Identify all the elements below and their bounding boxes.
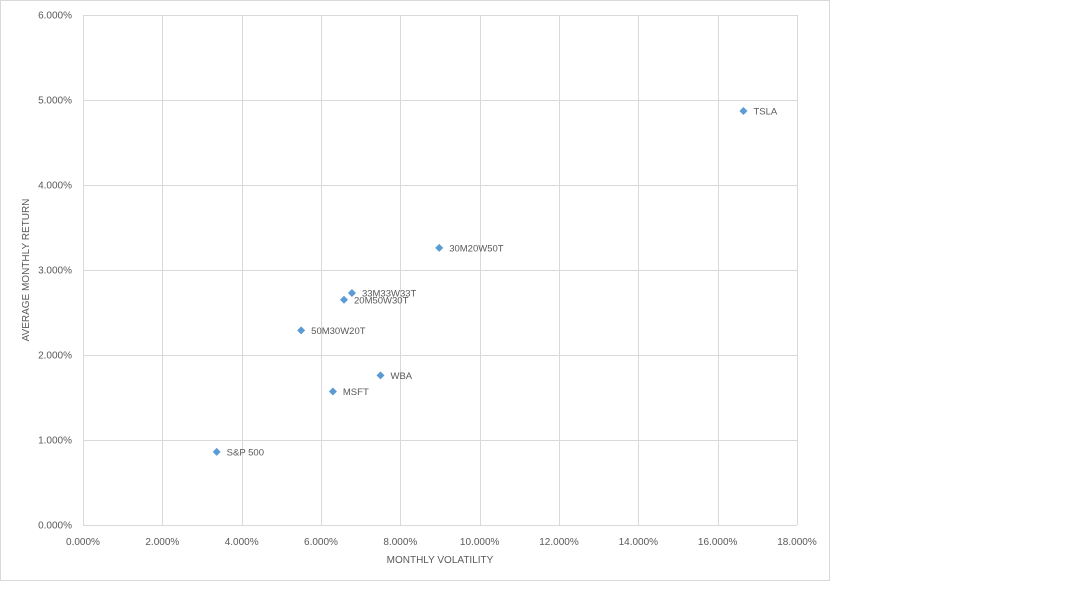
x-tick-label: 18.000%	[777, 537, 817, 548]
data-point-label: TSLA	[753, 107, 777, 118]
x-axis-ticks: 0.000% 2.000% 4.000% 6.000% 8.000% 10.000% 12.…	[66, 537, 817, 548]
y-tick-label: 3.000%	[38, 266, 72, 277]
data-point-marker	[435, 243, 444, 252]
data-point-marker	[347, 288, 356, 297]
data-point-label: 20M50W30T	[354, 295, 409, 306]
data-point-label: WBA	[391, 371, 413, 382]
x-tick-label: 0.000%	[66, 537, 100, 548]
x-axis-title: MONTHLY VOLATILITY	[387, 555, 494, 566]
y-tick-label: 6.000%	[38, 11, 72, 22]
data-point-marker	[340, 295, 349, 304]
data-point-marker	[376, 371, 385, 380]
x-tick-label: 4.000%	[225, 537, 259, 548]
data-point-marker	[297, 326, 306, 335]
data-point-label: 50M30W20T	[311, 326, 366, 337]
x-tick-label: 6.000%	[304, 537, 338, 548]
y-tick-label: 4.000%	[38, 181, 72, 192]
gridlines	[83, 15, 798, 526]
x-tick-label: 16.000%	[698, 537, 738, 548]
x-tick-label: 8.000%	[383, 537, 417, 548]
data-point-label: S&P 500	[227, 447, 264, 458]
y-tick-label: 5.000%	[38, 96, 72, 107]
scatter-chart: 0.000% 2.000% 4.000% 6.000% 8.000% 10.000% 12.…	[21, 11, 817, 567]
x-tick-label: 14.000%	[619, 537, 659, 548]
data-point-marker	[739, 107, 748, 116]
y-tick-label: 0.000%	[38, 521, 72, 532]
data-point-marker	[328, 387, 337, 396]
x-tick-label: 2.000%	[145, 537, 179, 548]
chart-area: 0.000% 2.000% 4.000% 6.000% 8.000% 10.000% 12.…	[0, 0, 830, 581]
y-tick-label: 2.000%	[38, 351, 72, 362]
data-point-marker	[212, 447, 221, 456]
y-tick-label: 1.000%	[38, 436, 72, 447]
y-axis-title: AVERAGE MONTHLY RETURN	[21, 199, 32, 342]
x-tick-label: 10.000%	[460, 537, 500, 548]
x-tick-label: 12.000%	[539, 537, 579, 548]
data-point-label: 33M33W33T	[362, 288, 417, 299]
data-point-label: MSFT	[343, 387, 369, 398]
data-point-label: 30M20W50T	[449, 243, 504, 254]
y-axis-ticks: 0.000% 1.000% 2.000% 3.000% 4.000% 5.000% 6.00…	[38, 11, 72, 532]
